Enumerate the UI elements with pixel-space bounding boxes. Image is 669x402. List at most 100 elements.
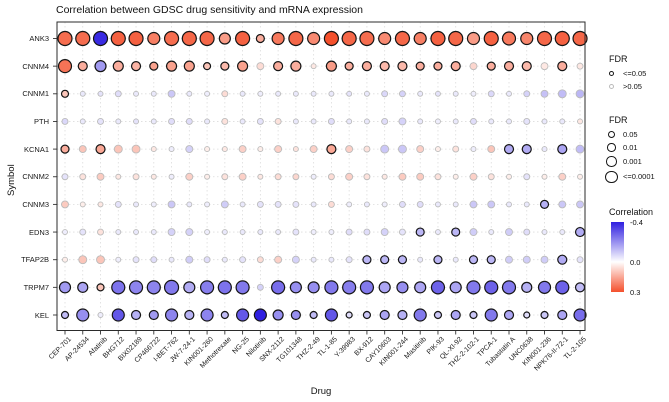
data-point <box>488 229 495 236</box>
data-point <box>413 308 427 322</box>
data-point <box>150 201 157 208</box>
data-point <box>417 256 424 263</box>
data-point <box>435 201 441 208</box>
data-point <box>559 118 566 125</box>
legend-item: 0.01 <box>604 143 655 152</box>
data-point <box>469 172 478 181</box>
x-axis-title: Drug <box>310 386 332 397</box>
data-point <box>487 145 496 154</box>
data-point <box>150 229 157 236</box>
data-point <box>381 201 388 208</box>
data-point <box>310 90 317 97</box>
data-point <box>398 90 406 98</box>
gradient-tick-label: -0.4 <box>630 218 643 227</box>
data-point <box>506 201 512 208</box>
data-point <box>536 30 553 47</box>
legend-item: >0.05 <box>604 82 646 91</box>
data-point <box>238 172 247 181</box>
data-point <box>79 173 87 181</box>
data-point <box>221 90 229 98</box>
legend-correlation: Correlation -0.4 0.0 0.3 <box>604 207 653 297</box>
data-point <box>110 30 126 47</box>
data-point <box>235 30 251 47</box>
legend-fdr-size: FDR 0.05 0.01 0.001 <=0.0001 <box>604 115 655 187</box>
data-point <box>185 145 194 154</box>
data-point <box>204 118 211 125</box>
data-point <box>521 281 533 293</box>
data-point <box>541 118 548 125</box>
data-point <box>221 146 228 153</box>
data-point <box>328 229 335 236</box>
data-point <box>77 61 88 72</box>
legend-label: 0.01 <box>623 143 638 152</box>
data-point <box>111 280 126 295</box>
data-point <box>435 146 441 153</box>
data-point <box>167 228 176 237</box>
data-point <box>523 201 530 208</box>
data-point <box>450 309 461 321</box>
data-point <box>345 311 353 319</box>
data-point <box>448 30 464 47</box>
data-point <box>572 30 588 47</box>
data-point <box>221 256 228 263</box>
data-point <box>62 256 68 263</box>
data-point <box>397 255 408 265</box>
data-point <box>221 117 229 125</box>
data-point <box>326 144 337 155</box>
data-point <box>133 201 139 208</box>
data-point <box>362 310 372 320</box>
data-point <box>327 200 335 208</box>
data-point <box>168 173 175 180</box>
data-point <box>452 173 459 180</box>
data-point <box>94 60 107 73</box>
data-point <box>235 280 250 295</box>
data-point <box>186 201 193 208</box>
data-point <box>487 200 496 209</box>
data-point <box>57 59 73 74</box>
data-point <box>147 31 161 46</box>
data-point <box>523 90 531 98</box>
data-point <box>257 173 264 180</box>
data-point <box>363 145 371 153</box>
data-point <box>415 227 425 237</box>
data-point <box>75 30 91 47</box>
data-point <box>541 229 548 236</box>
data-point <box>292 90 299 97</box>
y-tick-label: PTH <box>34 116 49 126</box>
data-point <box>79 118 86 125</box>
data-point <box>307 31 321 46</box>
data-point <box>97 201 104 208</box>
data-point <box>133 229 139 236</box>
legend-label: 0.001 <box>623 156 642 166</box>
data-point <box>573 308 587 322</box>
data-point <box>273 61 284 72</box>
data-point <box>523 117 531 125</box>
data-point <box>290 60 302 72</box>
data-point <box>363 201 370 208</box>
data-point <box>309 310 318 320</box>
data-point <box>466 31 481 46</box>
data-point <box>452 256 459 263</box>
data-point <box>575 144 585 154</box>
data-point <box>417 118 424 125</box>
data-point <box>288 30 304 47</box>
data-point <box>60 310 70 320</box>
data-point <box>310 173 317 180</box>
legend-item: 0.05 <box>604 130 655 139</box>
data-point <box>257 146 264 153</box>
nonsignificant-dot-icon <box>608 83 615 90</box>
data-point <box>540 255 549 264</box>
data-point <box>574 226 586 238</box>
data-point <box>345 172 354 181</box>
data-point <box>221 229 228 236</box>
gradient-tick-label: 0.0 <box>630 257 641 267</box>
legend-title: FDR <box>609 54 628 64</box>
legend-item: 0.001 <box>604 156 655 167</box>
data-point <box>398 200 406 208</box>
data-point <box>555 280 570 295</box>
data-point <box>256 200 264 208</box>
data-point <box>256 256 264 264</box>
data-point <box>307 281 320 294</box>
data-point <box>167 89 176 98</box>
data-point <box>503 309 515 321</box>
